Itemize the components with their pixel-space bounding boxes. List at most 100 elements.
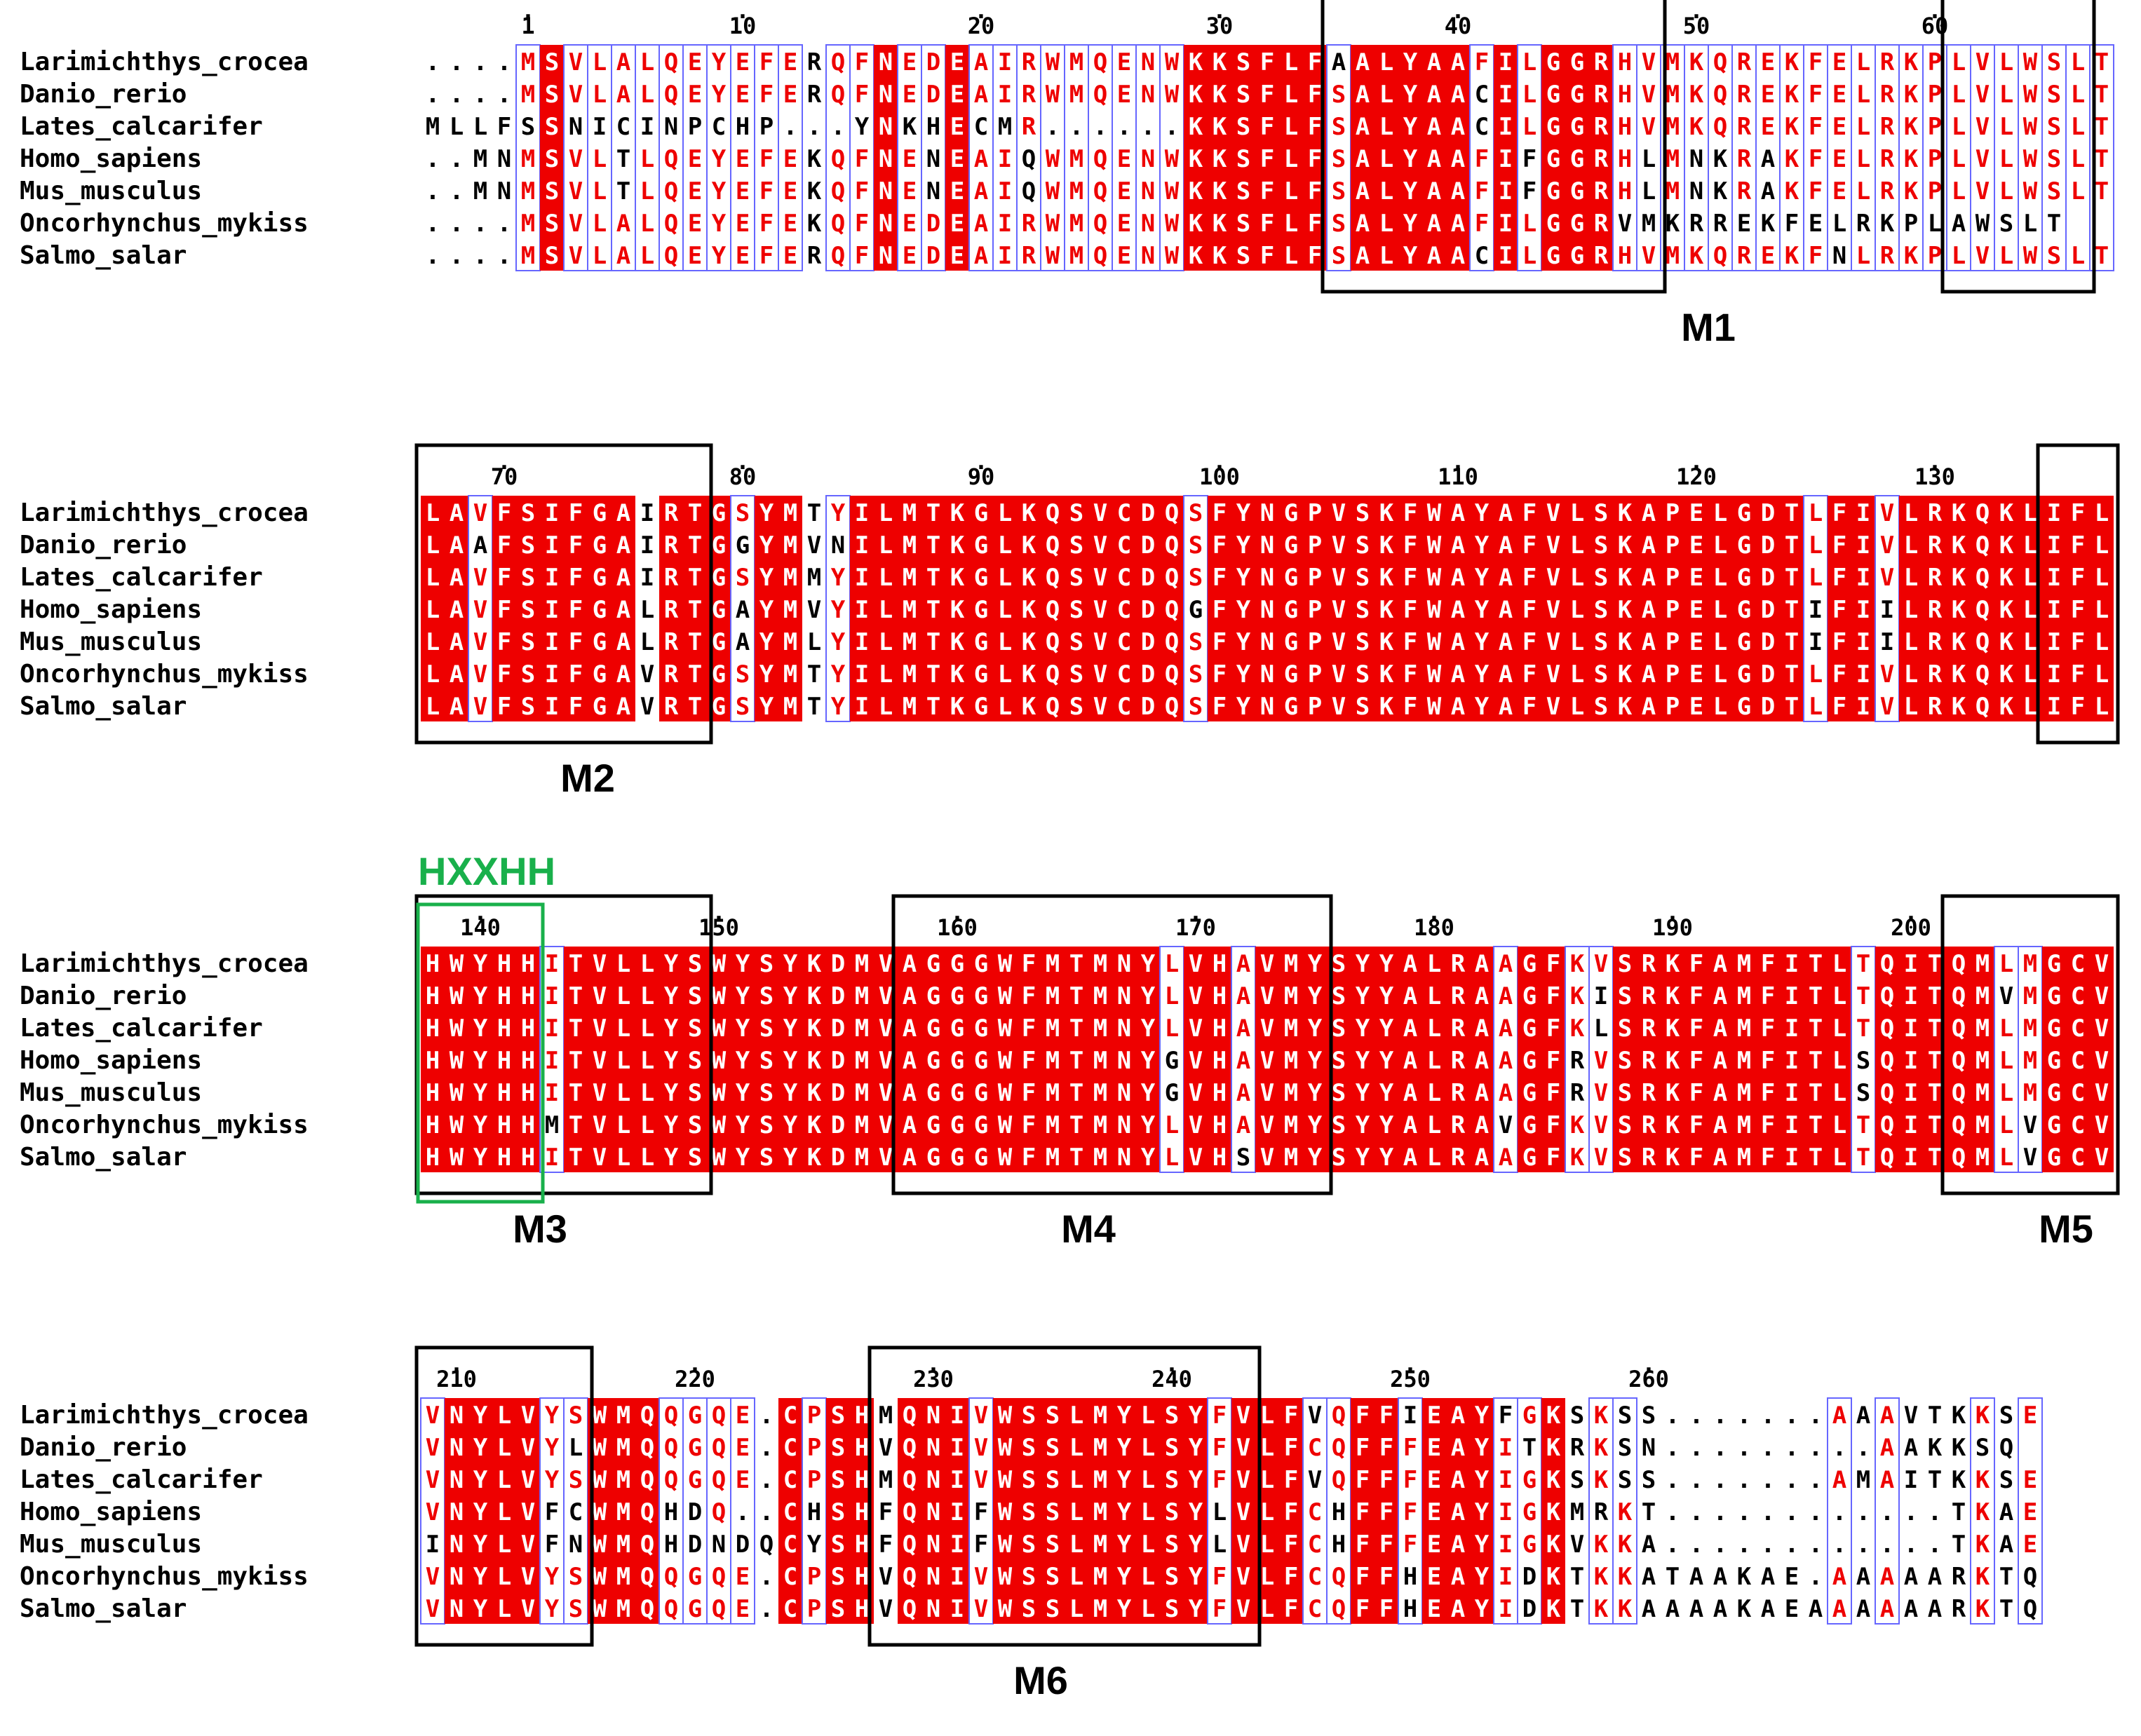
residue: E <box>1117 81 1131 109</box>
residue: F <box>1356 1466 1370 1494</box>
residue: V <box>1332 596 1346 624</box>
residue: V <box>569 48 583 76</box>
residue: A <box>1904 1563 1918 1591</box>
residue: H <box>1403 1595 1417 1623</box>
residue: F <box>1832 499 1846 527</box>
residue: Y <box>473 1595 488 1623</box>
residue: T <box>1570 1563 1584 1591</box>
conserved-column <box>588 496 612 721</box>
position-tick-label: 240 <box>1151 1366 1192 1392</box>
residue: W <box>998 1466 1013 1494</box>
conserved-column <box>468 947 492 1172</box>
residue: R <box>807 81 822 109</box>
residue: I <box>1785 1079 1799 1107</box>
residue: G <box>2047 950 2061 978</box>
residue: Y <box>783 1015 798 1043</box>
residue: R <box>1713 210 1728 238</box>
residue: V <box>1880 531 1894 560</box>
residue: A <box>1356 48 1370 76</box>
residue: Y <box>1403 113 1418 141</box>
residue: R <box>1928 693 1943 721</box>
residue: L <box>640 48 654 76</box>
residue: F <box>569 596 583 624</box>
residue: Q <box>1975 499 1990 527</box>
residue: S <box>1594 660 1608 689</box>
residue: V <box>1236 1402 1250 1430</box>
residue: V <box>1332 628 1346 656</box>
residue: L <box>1570 499 1584 527</box>
residue: S <box>1189 564 1203 592</box>
residue: C <box>2071 1079 2085 1107</box>
residue: D <box>736 1531 750 1559</box>
residue: L <box>1832 950 1846 978</box>
residue: R <box>1570 1047 1585 1075</box>
residue: Q <box>1880 1079 1894 1107</box>
residue: V <box>521 1531 535 1559</box>
residue: H <box>855 1563 869 1591</box>
residue: H <box>1213 1079 1227 1107</box>
residue: E <box>736 242 750 270</box>
conserved-column <box>1112 1398 1136 1624</box>
residue: Q <box>831 210 845 238</box>
residue: I <box>545 499 559 527</box>
residue: L <box>1069 1563 1083 1591</box>
residue: F <box>1356 1498 1370 1526</box>
residue: . <box>426 210 440 238</box>
conserved-column <box>1708 496 1732 721</box>
residue: . <box>1046 113 1060 141</box>
conserved-column <box>1851 496 1875 721</box>
residue: . <box>807 113 821 141</box>
residue: S <box>569 1595 583 1623</box>
residue: W <box>712 982 727 1010</box>
residue: Q <box>903 1402 917 1430</box>
residue: V <box>1189 950 1203 978</box>
conserved-column <box>1279 496 1303 721</box>
residue: A <box>1451 1563 1465 1591</box>
residue: C <box>1475 81 1489 109</box>
residue: S <box>1236 145 1250 173</box>
residue: K <box>1666 1111 1680 1139</box>
conserved-column <box>1041 1398 1065 1624</box>
residue: W <box>1165 145 1180 173</box>
residue: F <box>545 1531 559 1559</box>
residue: G <box>1546 242 1560 270</box>
residue: Q <box>903 1531 917 1559</box>
residue: F <box>1403 499 1417 527</box>
residue: G <box>1737 499 1751 527</box>
residue: V <box>521 1563 535 1591</box>
residue: K <box>1546 1402 1561 1430</box>
residue: Q <box>664 48 678 76</box>
residue: R <box>1642 1144 1656 1172</box>
residue: Q <box>1022 145 1036 173</box>
residue: I <box>2047 628 2061 656</box>
residue: F <box>1260 48 1274 76</box>
residue: A <box>450 531 464 560</box>
residue: . <box>426 242 440 270</box>
residue: G <box>1284 693 1298 721</box>
residue: H <box>521 1144 535 1172</box>
conserved-column <box>1136 947 1160 1172</box>
residue: S <box>521 113 535 141</box>
residue: . <box>1165 113 1179 141</box>
residue: M <box>1093 1595 1107 1623</box>
residue: Y <box>1141 1079 1156 1107</box>
residue: K <box>1379 564 1394 592</box>
residue: M <box>1856 1466 1870 1494</box>
residue: I <box>1785 1047 1799 1075</box>
residue: S <box>545 242 559 270</box>
conserved-column <box>1899 496 1923 721</box>
residue: F <box>1284 1402 1298 1430</box>
residue: E <box>1785 1595 1799 1623</box>
residue: K <box>1570 1015 1585 1043</box>
residue: M <box>903 628 917 656</box>
residue: Q <box>664 145 678 173</box>
residue: H <box>855 1434 869 1462</box>
residue: Q <box>1713 81 1727 109</box>
residue: S <box>1594 628 1608 656</box>
residue: T <box>1069 950 1083 978</box>
residue: I <box>640 499 654 527</box>
residue: K <box>1689 81 1704 109</box>
residue: . <box>1904 1531 1918 1559</box>
residue: S <box>1618 1111 1632 1139</box>
conserved-column <box>445 496 468 721</box>
